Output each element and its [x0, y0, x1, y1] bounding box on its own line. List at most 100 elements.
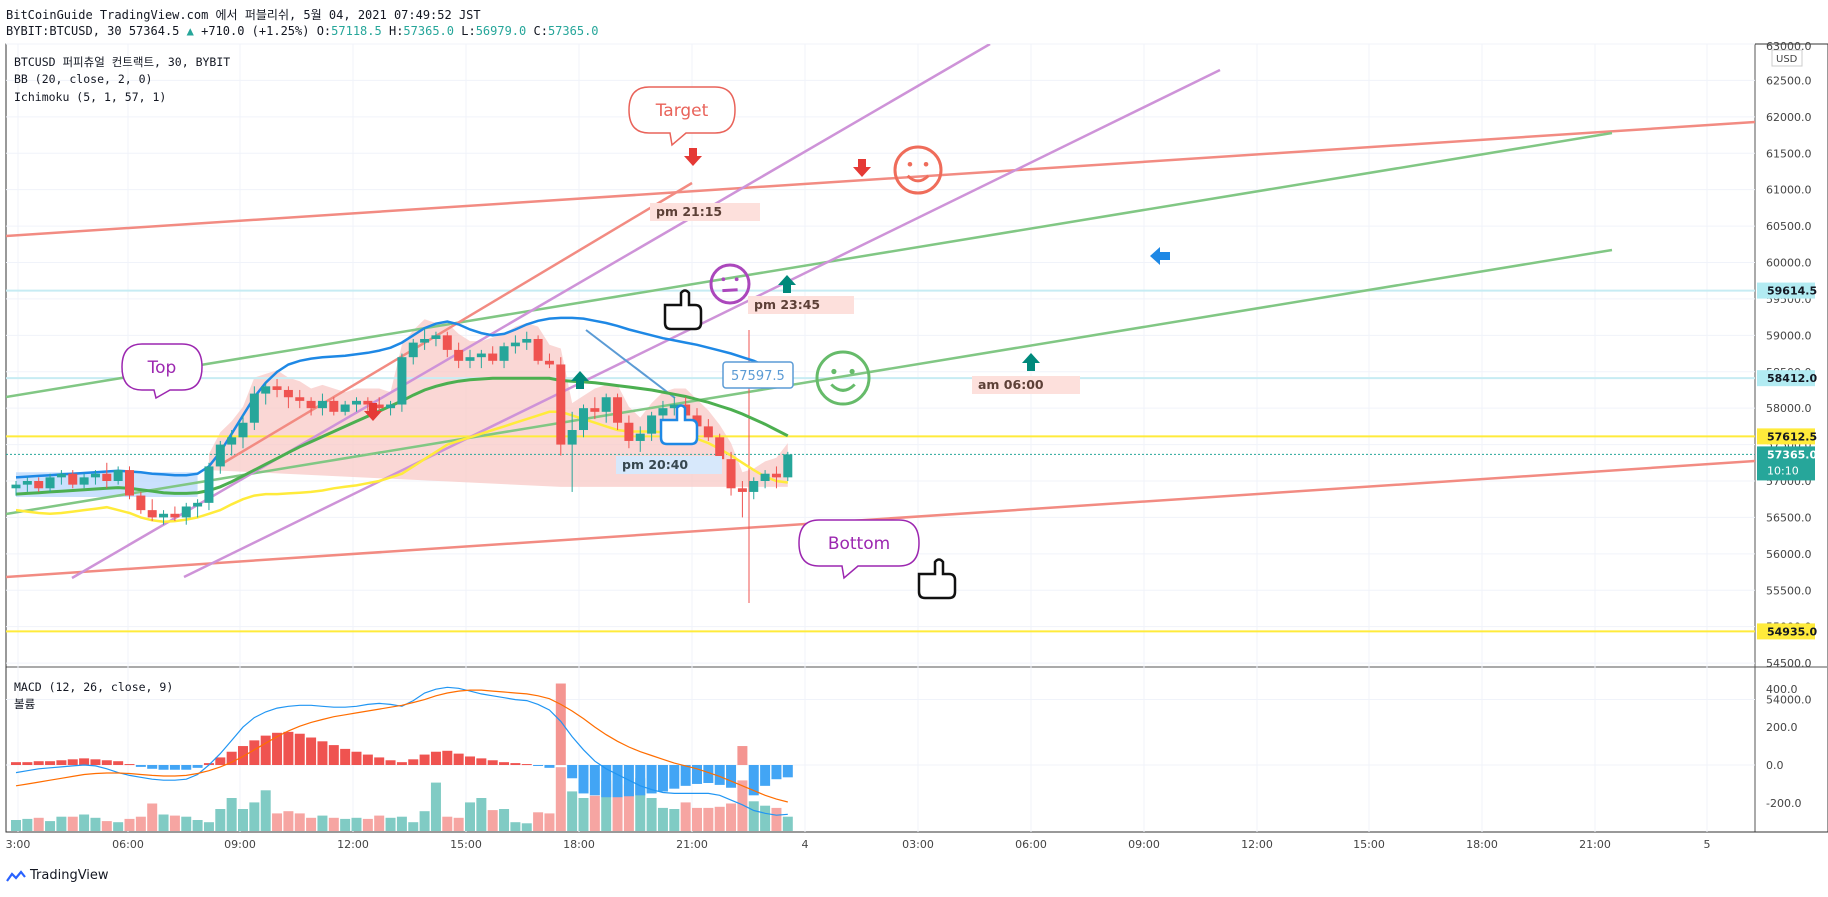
- close-value: 57365.0: [547, 24, 599, 38]
- price-tick-label: 56500.0: [1766, 511, 1812, 524]
- candle-body: [760, 473, 770, 481]
- volume-bar: [317, 815, 328, 831]
- price-tick-label: 62500.0: [1766, 74, 1812, 87]
- candle-body: [11, 484, 21, 489]
- volume-bar: [101, 821, 112, 831]
- lagging-line-yellow: [15, 410, 788, 524]
- candle-body: [272, 386, 282, 390]
- time-label-2040-bg: [616, 456, 722, 474]
- macd-histogram-bar: [113, 761, 124, 765]
- candle-body: [624, 422, 634, 441]
- time-tick-label: 03:00: [902, 838, 934, 851]
- candle-body: [590, 408, 600, 412]
- open-value: 57118.5: [331, 24, 382, 38]
- volume-bar: [782, 816, 793, 831]
- price-label-box: [1757, 428, 1815, 445]
- macd-histogram-bar: [635, 765, 646, 796]
- price-label-box: [1757, 282, 1815, 299]
- time-label-2040: pm 20:40: [616, 456, 722, 474]
- volume-bar: [33, 817, 44, 831]
- price-label-box: [1757, 370, 1815, 387]
- up-arrow-icon-head: [571, 371, 589, 381]
- time-label-2040-text: pm 20:40: [622, 457, 688, 472]
- candle-body: [556, 364, 566, 445]
- candle-body: [454, 349, 464, 361]
- macd-histogram-bar: [419, 754, 430, 765]
- candle-body: [442, 335, 452, 350]
- macd-histogram-bar: [782, 765, 793, 778]
- candle-body: [397, 357, 407, 405]
- smiley-icon-green-outline: [815, 350, 871, 406]
- candle-body: [22, 481, 32, 485]
- candle-body: [261, 386, 271, 394]
- candle-body: [34, 481, 44, 489]
- macd-histogram-bar: [567, 765, 578, 779]
- volume-bar: [430, 782, 441, 831]
- bottom-bubble-text: Bottom: [828, 534, 890, 554]
- candle-body: [306, 400, 316, 409]
- time-tick-label: 15:00: [450, 838, 482, 851]
- candle-body: [749, 481, 759, 492]
- macd-histogram-bar: [124, 764, 135, 766]
- price-change: +710.0 (+1.25%): [201, 24, 310, 38]
- price-label-box: [1757, 623, 1815, 640]
- price-label-text: 54935.0: [1767, 625, 1817, 638]
- candle-body: [340, 404, 350, 412]
- target-bubble-text: Target: [655, 101, 709, 121]
- volume-bar: [419, 811, 430, 831]
- volume-bar: [283, 811, 294, 831]
- macd-histogram-bar: [476, 758, 487, 765]
- candle-body: [374, 404, 384, 409]
- macd-histogram-bar: [147, 765, 158, 769]
- up-arrow-icon-stem: [783, 285, 791, 293]
- volume-bar: [260, 790, 271, 831]
- price-tick-label: 54000.0: [1766, 694, 1812, 707]
- volume-bar: [601, 780, 612, 831]
- projection-line-blue: [585, 329, 676, 399]
- publish-info: BitCoinGuide TradingView.com 에서 퍼블리쉬, 5월…: [6, 8, 481, 22]
- macd-histogram-bar: [544, 765, 555, 768]
- candle-body: [522, 338, 532, 343]
- pointing-hand-icon-bottom: [917, 558, 957, 600]
- candle-body: [113, 470, 123, 481]
- currency-label: USD: [1776, 54, 1798, 65]
- volume-bar: [11, 820, 21, 831]
- price-callout-text: 57597.5: [731, 369, 785, 384]
- up-arrow-icon: [571, 371, 589, 389]
- volume-bar: [294, 813, 305, 831]
- price-tick-label: 60500.0: [1766, 220, 1812, 233]
- candle-body: [249, 393, 259, 423]
- time-label-2345: pm 23:45: [748, 296, 854, 314]
- macd-histogram-bar: [385, 760, 396, 765]
- left-arrow-icon: [1150, 247, 1170, 265]
- left-arrow-icon-stem: [1160, 252, 1170, 260]
- macd-tick-label: 0.0: [1766, 759, 1784, 772]
- time-tick-label: 09:00: [224, 838, 256, 851]
- macd-histogram-bar: [101, 760, 112, 765]
- resistance-trendline: [6, 120, 1755, 238]
- candle-body: [465, 357, 475, 361]
- currency-badge: [1771, 49, 1803, 67]
- volume-bar: [521, 823, 532, 831]
- candle-body: [669, 404, 679, 409]
- macd-histogram-bar: [215, 757, 226, 765]
- volume-bar: [499, 809, 510, 831]
- smiley-icon-eye: [923, 161, 929, 167]
- candle-body: [329, 400, 339, 412]
- volume-bar: [657, 807, 668, 831]
- macd-histogram-bar: [748, 765, 759, 796]
- macd-histogram-bar: [612, 765, 623, 798]
- volume-bar: [45, 821, 56, 831]
- volume-bar: [623, 784, 634, 831]
- price-label-text: 57612.5: [1767, 430, 1817, 443]
- volume-bar: [442, 816, 453, 831]
- tradingview-logo[interactable]: TradingView: [6, 868, 109, 883]
- pointing-hand-icon-shape: [663, 289, 703, 331]
- time-tick-label: 06:00: [112, 838, 144, 851]
- down-arrow-icon-head: [364, 411, 382, 421]
- down-arrow-icon-stem: [689, 148, 697, 156]
- legend-macd: MACD (12, 26, close, 9): [14, 680, 174, 694]
- macd-histogram-bar: [135, 765, 146, 767]
- price-label-box: [1757, 446, 1815, 481]
